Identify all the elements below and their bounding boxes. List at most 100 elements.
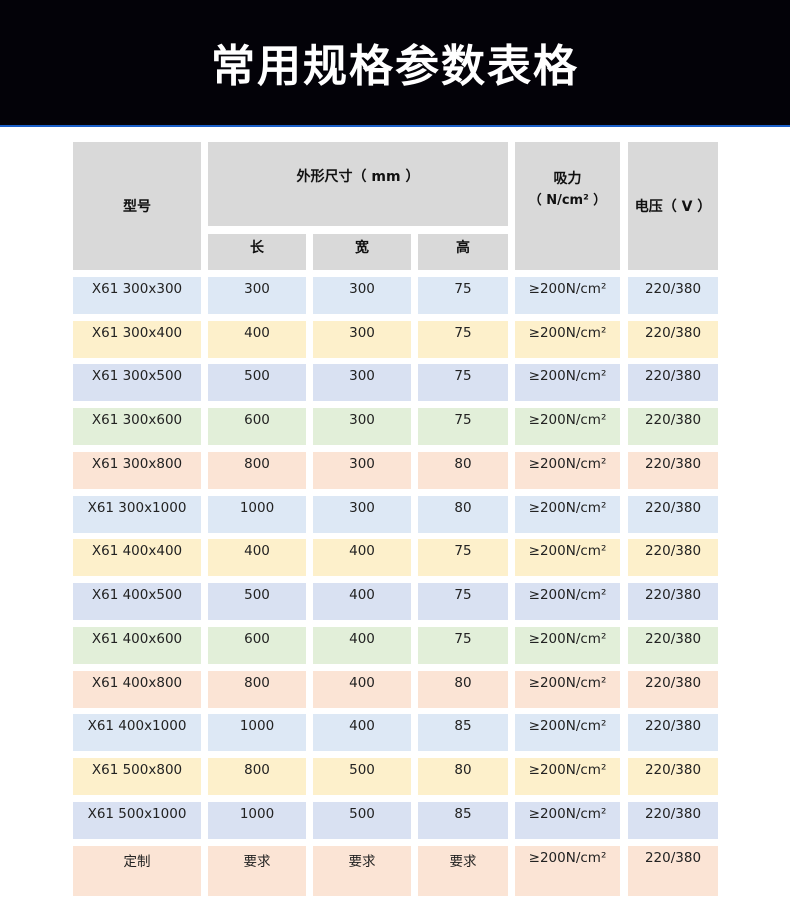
model-cell: X61 300x300 — [73, 277, 201, 314]
height-cell: 75 — [418, 539, 508, 576]
voltage-cell: 220/380 — [628, 321, 718, 358]
length-cell: 500 — [208, 583, 306, 620]
header-model-label: 型号 — [123, 199, 151, 215]
model-cell: X61 400x1000 — [73, 714, 201, 751]
length-cell: 要求 — [208, 846, 306, 896]
model-cell: X61 400x500 — [73, 583, 201, 620]
length-cell: 300 — [208, 277, 306, 314]
voltage-cell: 220/380 — [628, 671, 718, 708]
height-cell: 80 — [418, 452, 508, 489]
width-cell: 400 — [313, 714, 411, 751]
height-cell: 80 — [418, 496, 508, 533]
height-cell: 75 — [418, 277, 508, 314]
voltage-cell: 220/380 — [628, 496, 718, 533]
header-dimensions: 外形尺寸（ mm ） — [208, 142, 508, 226]
length-cell: 400 — [208, 539, 306, 576]
header-model: 型号 — [73, 142, 201, 270]
length-cell: 800 — [208, 671, 306, 708]
model-cell: X61 400x600 — [73, 627, 201, 664]
page-title: 常用规格参数表格 — [211, 41, 579, 92]
suction-cell: ≥200N/cm² — [515, 802, 620, 839]
height-cell: 75 — [418, 408, 508, 445]
length-cell: 500 — [208, 364, 306, 401]
width-cell: 要求 — [313, 846, 411, 896]
header-voltage: 电压（ V ） — [628, 142, 718, 270]
model-cell: X61 300x500 — [73, 364, 201, 401]
voltage-cell: 220/380 — [628, 277, 718, 314]
suction-cell: ≥200N/cm² — [515, 408, 620, 445]
header-suction-unit: （ N/cm² ） — [528, 193, 607, 208]
model-cell: X61 500x1000 — [73, 802, 201, 839]
header-width-label: 宽 — [355, 240, 369, 256]
voltage-cell: 220/380 — [628, 539, 718, 576]
voltage-cell: 220/380 — [628, 364, 718, 401]
length-cell: 1000 — [208, 802, 306, 839]
width-cell: 300 — [313, 496, 411, 533]
length-cell: 600 — [208, 627, 306, 664]
height-cell: 75 — [418, 627, 508, 664]
height-cell: 80 — [418, 758, 508, 795]
width-cell: 300 — [313, 364, 411, 401]
model-cell: X61 300x600 — [73, 408, 201, 445]
model-cell: X61 300x400 — [73, 321, 201, 358]
height-cell: 80 — [418, 671, 508, 708]
height-cell: 75 — [418, 321, 508, 358]
model-cell: X61 500x800 — [73, 758, 201, 795]
header-width: 宽 — [313, 234, 411, 270]
title-banner: 常用规格参数表格 — [0, 0, 790, 127]
length-cell: 1000 — [208, 714, 306, 751]
model-cell: X61 400x400 — [73, 539, 201, 576]
voltage-cell: 220/380 — [628, 408, 718, 445]
height-cell: 85 — [418, 802, 508, 839]
height-cell: 要求 — [418, 846, 508, 896]
height-cell: 75 — [418, 583, 508, 620]
suction-cell: ≥200N/cm² — [515, 364, 620, 401]
height-cell: 75 — [418, 364, 508, 401]
suction-cell: ≥200N/cm² — [515, 627, 620, 664]
width-cell: 400 — [313, 583, 411, 620]
voltage-cell: 220/380 — [628, 758, 718, 795]
model-cell: X61 400x800 — [73, 671, 201, 708]
length-cell: 400 — [208, 321, 306, 358]
suction-cell: ≥200N/cm² — [515, 758, 620, 795]
suction-cell: ≥200N/cm² — [515, 714, 620, 751]
width-cell: 400 — [313, 539, 411, 576]
header-height-label: 高 — [456, 240, 470, 256]
length-cell: 800 — [208, 758, 306, 795]
length-cell: 800 — [208, 452, 306, 489]
suction-cell: ≥200N/cm² — [515, 321, 620, 358]
suction-cell: ≥200N/cm² — [515, 583, 620, 620]
suction-cell: ≥200N/cm² — [515, 539, 620, 576]
width-cell: 300 — [313, 277, 411, 314]
header-voltage-label: 电压（ V ） — [634, 199, 712, 215]
header-length-label: 长 — [250, 240, 264, 256]
header-suction-label: 吸力 — [553, 171, 582, 187]
width-cell: 300 — [313, 321, 411, 358]
height-cell: 85 — [418, 714, 508, 751]
width-cell: 400 — [313, 627, 411, 664]
suction-cell: ≥200N/cm² — [515, 846, 620, 896]
voltage-cell: 220/380 — [628, 583, 718, 620]
voltage-cell: 220/380 — [628, 802, 718, 839]
suction-cell: ≥200N/cm² — [515, 496, 620, 533]
header-height: 高 — [418, 234, 508, 270]
voltage-cell: 220/380 — [628, 452, 718, 489]
header-dimensions-label: 外形尺寸（ mm ） — [296, 169, 420, 185]
suction-cell: ≥200N/cm² — [515, 671, 620, 708]
model-cell: X61 300x800 — [73, 452, 201, 489]
model-cell: X61 300x1000 — [73, 496, 201, 533]
length-cell: 600 — [208, 408, 306, 445]
suction-cell: ≥200N/cm² — [515, 277, 620, 314]
model-cell: 定制 — [73, 846, 201, 896]
header-length: 长 — [208, 234, 306, 270]
length-cell: 1000 — [208, 496, 306, 533]
voltage-cell: 220/380 — [628, 714, 718, 751]
width-cell: 300 — [313, 408, 411, 445]
width-cell: 500 — [313, 802, 411, 839]
suction-cell: ≥200N/cm² — [515, 452, 620, 489]
header-suction: 吸力 （ N/cm² ） — [515, 142, 620, 270]
width-cell: 400 — [313, 671, 411, 708]
voltage-cell: 220/380 — [628, 846, 718, 896]
width-cell: 300 — [313, 452, 411, 489]
voltage-cell: 220/380 — [628, 627, 718, 664]
